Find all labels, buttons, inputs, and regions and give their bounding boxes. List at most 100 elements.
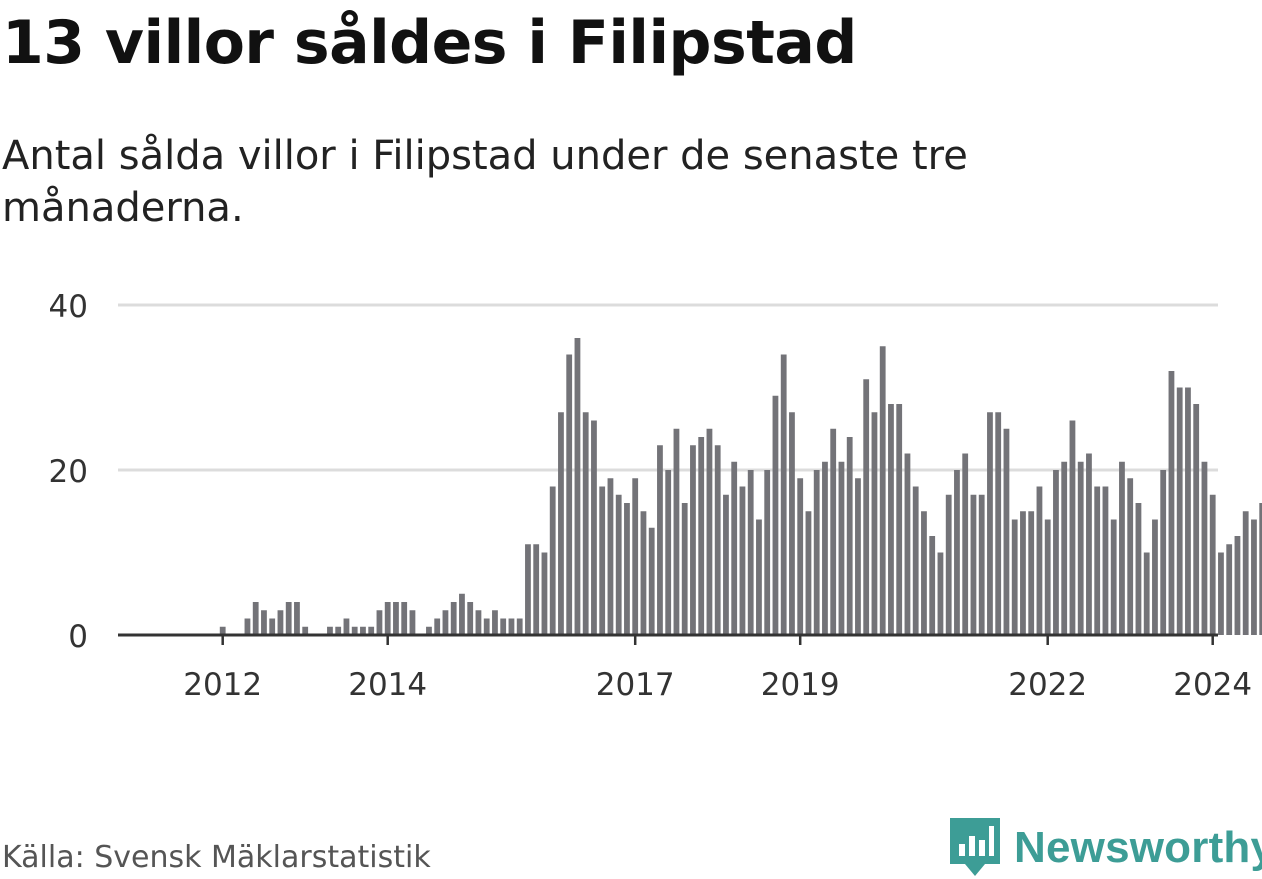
- bar: [714, 445, 721, 635]
- bar: [434, 618, 441, 635]
- bar: [805, 511, 812, 635]
- bar: [467, 602, 474, 635]
- bar: [945, 494, 952, 635]
- bar: [879, 346, 886, 635]
- x-tick-label: 2024: [1173, 667, 1252, 703]
- bar: [566, 354, 573, 635]
- bar: [780, 354, 787, 635]
- bar: [1135, 503, 1142, 635]
- bar: [1020, 511, 1026, 635]
- bar: [747, 470, 754, 635]
- bar: [376, 610, 383, 635]
- bar: [1185, 387, 1191, 635]
- bar: [896, 404, 903, 635]
- bar: [987, 412, 993, 635]
- bar: [904, 453, 911, 635]
- bar: [459, 593, 465, 635]
- bar: [1193, 404, 1200, 635]
- bar: [1259, 503, 1262, 635]
- bar: [1234, 536, 1241, 635]
- bar: [1069, 420, 1076, 635]
- bar: [384, 602, 391, 635]
- bar: [558, 412, 564, 635]
- bar: [1226, 544, 1233, 635]
- x-tick-label: 2017: [596, 667, 675, 703]
- bar: [813, 470, 820, 635]
- bar: [277, 610, 284, 635]
- bar: [962, 453, 969, 635]
- bar: [599, 486, 606, 635]
- bar: [393, 602, 399, 635]
- bar: [1102, 486, 1109, 635]
- bar: [1028, 511, 1035, 635]
- bar: [954, 470, 960, 635]
- bar: [615, 494, 622, 635]
- bar: [244, 618, 251, 635]
- bar: [624, 503, 630, 635]
- bar: [995, 412, 1002, 635]
- bar: [772, 395, 779, 635]
- bar: [351, 626, 358, 635]
- bar: [1003, 428, 1010, 635]
- bar: [343, 618, 350, 635]
- bar: [574, 338, 581, 635]
- chart-subtitle: Antal sålda villor i Filipstad under de …: [2, 133, 968, 231]
- bar: [1242, 511, 1249, 635]
- bar: [690, 445, 696, 635]
- bar: [632, 478, 639, 635]
- x-tick-label: 2012: [183, 667, 262, 703]
- source-note: Källa: Svensk Mäklarstatistik: [2, 840, 431, 875]
- axis-labels: 0 20 40 2012 2014 2017 2019 2022 2024: [49, 289, 1253, 703]
- bar: [855, 478, 861, 635]
- bar: [1143, 552, 1150, 635]
- bar: [475, 610, 482, 635]
- bar: [1218, 552, 1224, 635]
- bar: [1094, 486, 1101, 635]
- bar: [450, 602, 457, 635]
- bar: [912, 486, 919, 635]
- bar: [401, 602, 408, 635]
- bar: [533, 544, 540, 635]
- bar: [1209, 494, 1216, 635]
- bar: [1201, 461, 1208, 635]
- bar: [549, 486, 556, 635]
- bar: [1168, 371, 1175, 635]
- brand-logo[interactable]: Newsworthy: [950, 818, 1262, 878]
- bar: [1044, 519, 1051, 635]
- bar: [838, 461, 845, 635]
- bar: [541, 552, 548, 635]
- bar: [269, 618, 276, 635]
- bar: [1061, 461, 1068, 635]
- bar: [1053, 470, 1059, 635]
- bar: [764, 470, 771, 635]
- bar: [1011, 519, 1018, 635]
- bar: [739, 486, 746, 635]
- bar: [723, 494, 729, 635]
- bar: [285, 602, 292, 635]
- x-tick-label: 2019: [761, 667, 840, 703]
- newsworthy-logo-icon: [950, 818, 1000, 876]
- bar: [335, 626, 342, 635]
- bar: [525, 544, 531, 635]
- bar: [970, 494, 977, 635]
- bar: [1160, 470, 1167, 635]
- bar: [252, 602, 259, 635]
- bar: [607, 478, 614, 635]
- bar: [937, 552, 944, 635]
- bar: [665, 470, 672, 635]
- bar: [1127, 478, 1134, 635]
- bar: [673, 428, 680, 635]
- bar: [888, 404, 894, 635]
- bar: [483, 618, 490, 635]
- bar: [368, 626, 375, 635]
- bar: [871, 412, 878, 635]
- bar: [1110, 519, 1117, 635]
- brand-name: Newsworthy: [1014, 823, 1262, 872]
- x-tick-label: 2014: [348, 667, 427, 703]
- bar: [360, 626, 366, 635]
- gridlines: [118, 303, 1218, 472]
- bar: [863, 379, 870, 635]
- bar: [500, 618, 507, 635]
- bar: [1119, 461, 1125, 635]
